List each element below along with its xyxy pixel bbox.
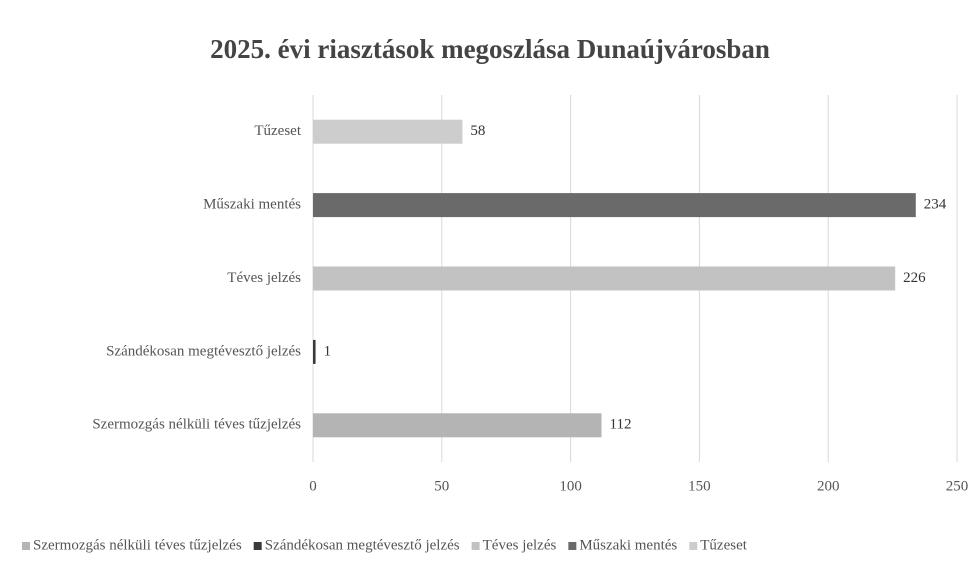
x-tick-label: 0	[309, 478, 317, 494]
data-label: 1	[324, 343, 332, 359]
x-tick-label: 100	[559, 478, 582, 494]
bar	[313, 266, 896, 291]
y-tick-label: Tűzeset	[254, 123, 301, 139]
legend-swatch	[22, 542, 30, 550]
bar	[313, 193, 916, 218]
y-tick-label: Téves jelzés	[227, 270, 301, 286]
bar	[313, 119, 463, 144]
y-tick-label: Szermozgás nélküli téves tűzjelzés	[92, 417, 301, 433]
data-label: 112	[610, 417, 632, 433]
y-tick-label: Műszaki mentés	[203, 197, 301, 213]
legend-swatch	[471, 542, 480, 550]
data-label: 58	[470, 123, 485, 139]
x-tick-label: 150	[688, 478, 711, 494]
x-tick-label: 50	[434, 478, 449, 494]
legend-label: Szermozgás nélküli téves tűzjelzés	[33, 537, 242, 553]
data-label: 234	[924, 197, 947, 213]
chart-title: 2025. évi riasztások megoszlása Dunaújvá…	[210, 34, 770, 64]
data-label: 226	[903, 270, 926, 286]
x-tick-label: 200	[817, 478, 840, 494]
legend-swatch	[568, 542, 577, 550]
legend-swatch	[253, 542, 262, 550]
x-tick-label: 250	[946, 478, 969, 494]
bar	[313, 413, 602, 438]
bar	[313, 339, 316, 364]
legend-label: Szándékosan megtévesztő jelzés	[265, 537, 460, 553]
legend-label: Téves jelzés	[483, 537, 557, 553]
legend-label: Tűzeset	[700, 537, 747, 553]
y-tick-label: Szándékosan megtévesztő jelzés	[106, 343, 301, 359]
legend-label: Műszaki mentés	[579, 537, 677, 553]
legend-swatch	[689, 542, 698, 550]
